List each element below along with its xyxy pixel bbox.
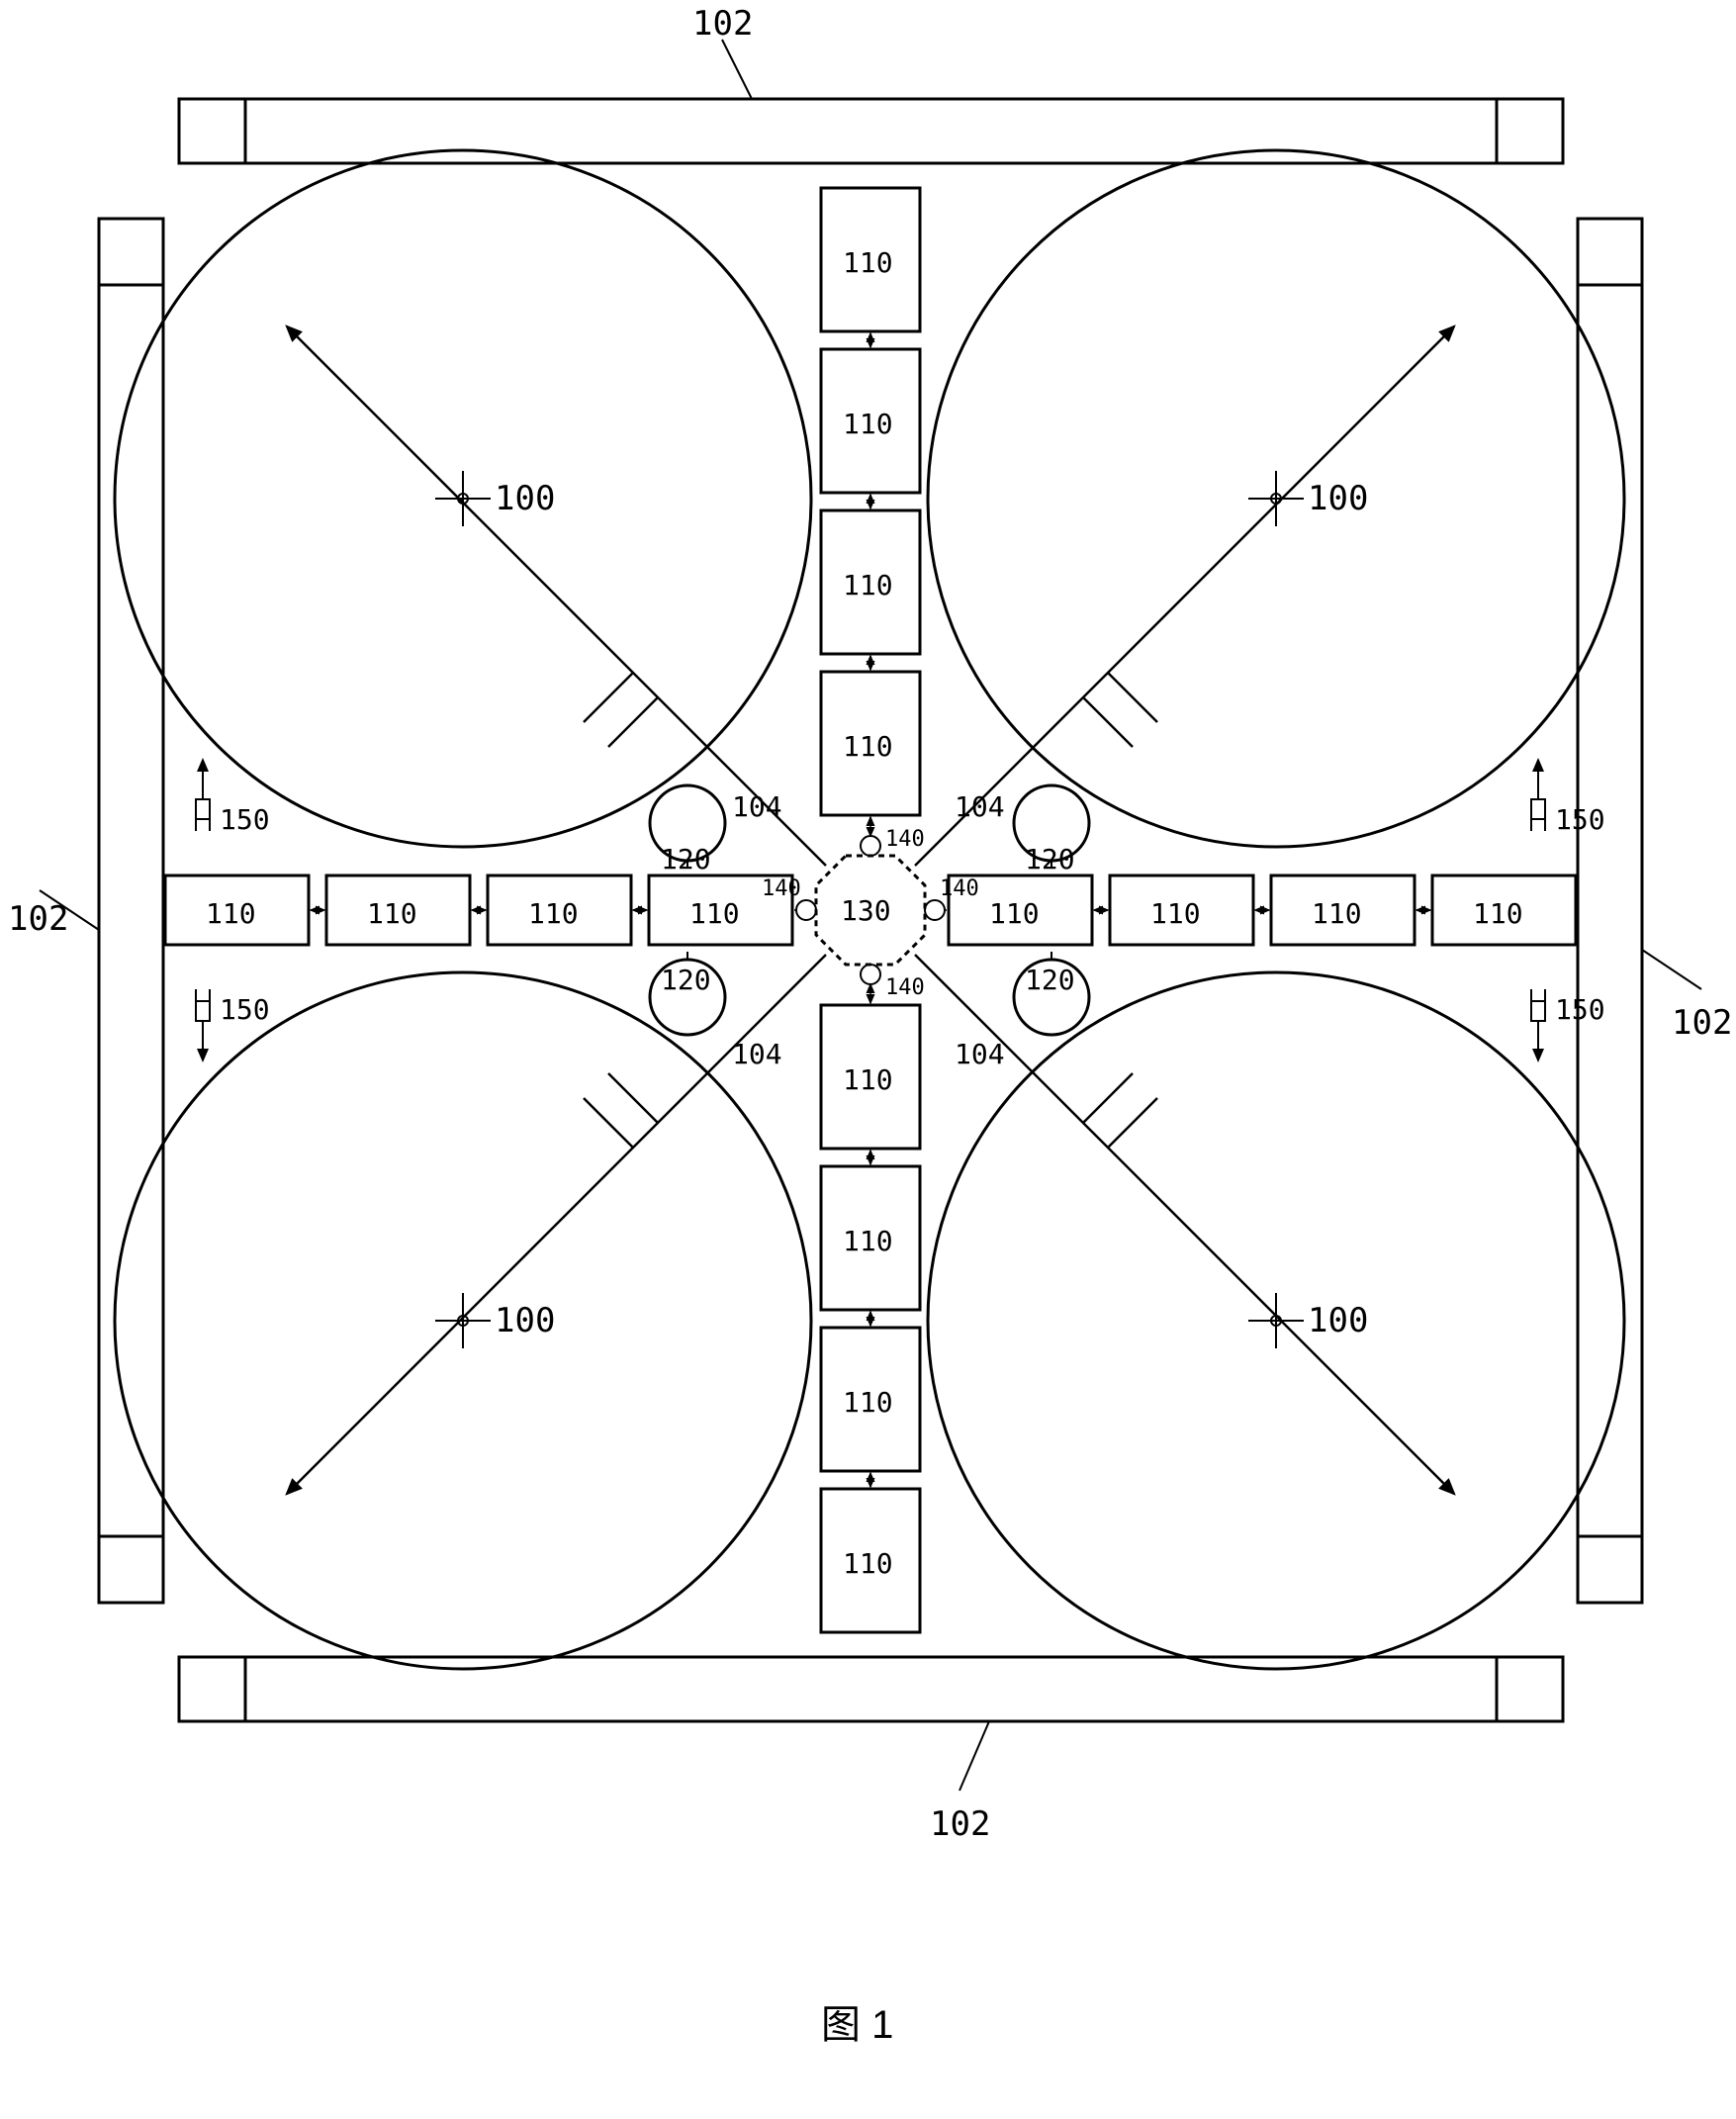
block-label: 110 <box>528 897 579 930</box>
block-label: 110 <box>1473 897 1523 930</box>
big-circle-label: 100 <box>1308 479 1368 518</box>
frame-label-left: 102 <box>8 899 68 939</box>
block-label: 110 <box>843 730 893 763</box>
block-label: 110 <box>206 897 256 930</box>
big-circle-label: 100 <box>495 479 555 518</box>
big-circle-label: 100 <box>495 1301 555 1340</box>
big-circle-label: 100 <box>1308 1301 1368 1340</box>
med-circle-label: 120 <box>1025 843 1075 875</box>
diag-label: 104 <box>955 790 1005 823</box>
frame-label-right: 102 <box>1672 1003 1732 1043</box>
diag-label: 104 <box>955 1038 1005 1070</box>
med-circle-label: 120 <box>661 843 711 875</box>
node-label: 140 <box>940 876 979 901</box>
figure-caption: 图 1 <box>821 2003 893 2047</box>
figure-canvas: 102 102 102 102 100 100 100 100 <box>0 0 1736 2119</box>
figure-svg: 102 102 102 102 100 100 100 100 <box>0 0 1736 2119</box>
block-label: 110 <box>843 408 893 440</box>
med-circle-label: 120 <box>1025 964 1075 996</box>
block-label: 110 <box>843 569 893 601</box>
marker-label: 150 <box>1555 803 1605 836</box>
frame-label-top: 102 <box>692 4 753 44</box>
block-label: 110 <box>1312 897 1362 930</box>
block-label: 110 <box>843 1386 893 1419</box>
center-label: 130 <box>841 894 891 927</box>
block-label: 110 <box>689 897 740 930</box>
marker-label: 150 <box>220 993 270 1026</box>
diag-label: 104 <box>732 1038 782 1070</box>
block-label: 110 <box>843 246 893 279</box>
diag-label: 104 <box>732 790 782 823</box>
med-circle-label: 120 <box>661 964 711 996</box>
frame-label-bottom: 102 <box>930 1804 990 1844</box>
node-label: 140 <box>885 975 925 1000</box>
node-label: 140 <box>762 876 801 901</box>
block-label: 110 <box>843 1547 893 1580</box>
block-label: 110 <box>989 897 1040 930</box>
block-label: 110 <box>843 1225 893 1257</box>
block-label: 110 <box>843 1063 893 1096</box>
marker-label: 150 <box>220 803 270 836</box>
marker-label: 150 <box>1555 993 1605 1026</box>
block-label: 110 <box>1150 897 1201 930</box>
node-label: 140 <box>885 827 925 852</box>
block-label: 110 <box>367 897 417 930</box>
